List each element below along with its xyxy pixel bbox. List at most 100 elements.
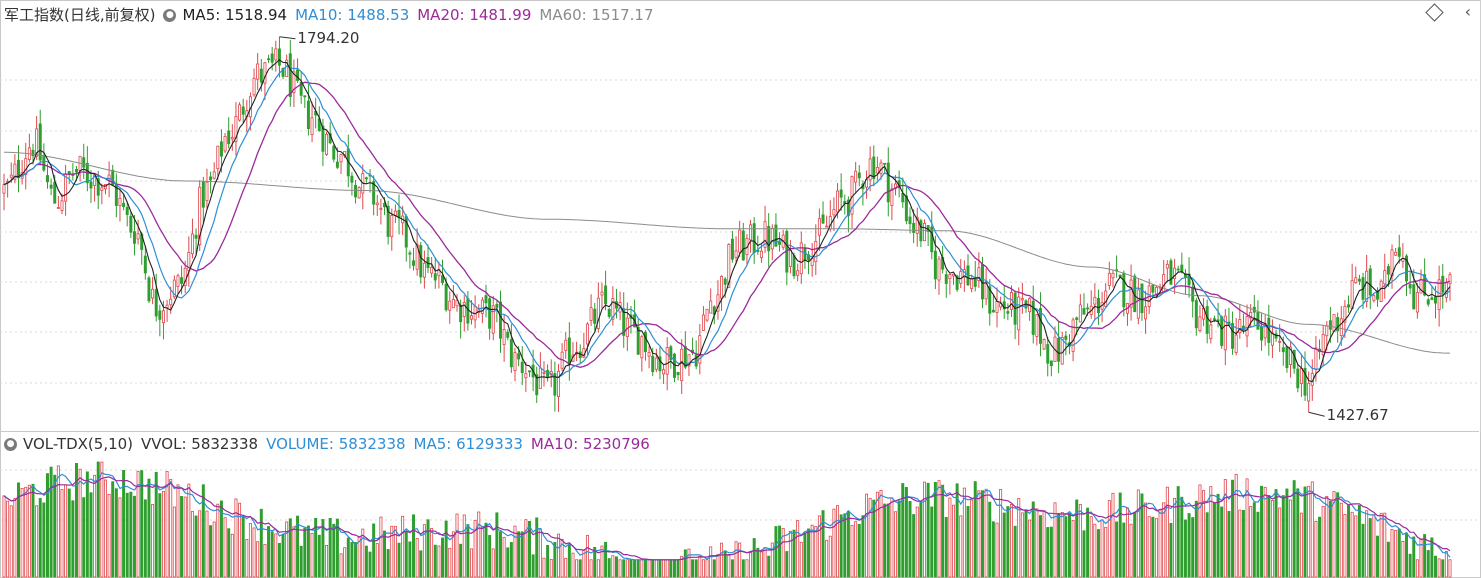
volume-bar xyxy=(981,490,984,578)
volume-bar xyxy=(176,484,180,578)
candle-down xyxy=(774,224,778,247)
chevron-left-icon[interactable]: ‹ xyxy=(1464,2,1471,21)
candle-down xyxy=(364,177,368,180)
candle-up xyxy=(1071,319,1075,352)
volume-bar xyxy=(1144,502,1148,578)
volume-bar xyxy=(1386,541,1390,578)
volume-bar xyxy=(1158,509,1162,578)
candle-down xyxy=(335,161,339,168)
volume-bar xyxy=(53,474,57,578)
candle-down xyxy=(1386,266,1390,275)
candle-up xyxy=(1165,264,1169,269)
candle-up xyxy=(524,373,528,379)
candle-down xyxy=(955,275,959,290)
volume-bar xyxy=(1038,515,1042,578)
candle-up xyxy=(56,207,60,209)
vol-ma10-label: MA10: 5230796 xyxy=(530,435,650,453)
candle-up xyxy=(151,288,155,299)
volume-bar xyxy=(1278,507,1282,578)
candle-up xyxy=(415,244,419,270)
volume-bar xyxy=(339,553,343,578)
candle-up xyxy=(1035,314,1039,337)
volume-bar xyxy=(74,463,78,578)
volume-bar xyxy=(1089,516,1093,578)
candle-down xyxy=(792,255,796,277)
candle-down xyxy=(607,308,611,317)
candle-up xyxy=(1154,286,1158,295)
volume-bar xyxy=(499,531,502,578)
candle-up xyxy=(190,233,194,255)
volume-bar xyxy=(694,559,698,578)
candle-down xyxy=(1426,299,1430,305)
candle-up xyxy=(100,187,104,191)
candle-down xyxy=(857,172,861,179)
candle-down xyxy=(53,181,57,204)
volume-bar xyxy=(1020,512,1024,578)
candle-down xyxy=(419,245,423,278)
candle-down xyxy=(321,125,325,152)
volume-bar xyxy=(1270,500,1274,578)
candle-up xyxy=(325,133,329,155)
volume-bar xyxy=(1234,473,1238,578)
volume-bar xyxy=(571,552,575,578)
candle-up xyxy=(1234,334,1238,353)
volume-bar xyxy=(1002,512,1006,578)
pane-divider[interactable] xyxy=(0,431,1479,432)
settings-icon[interactable]: ● xyxy=(163,8,177,22)
candle-down xyxy=(267,58,271,61)
candle-down xyxy=(672,353,676,378)
candle-down xyxy=(803,248,807,261)
volume-bar xyxy=(1444,551,1448,578)
candle-up xyxy=(252,77,256,96)
volume-bar xyxy=(379,516,383,578)
candle-down xyxy=(1212,318,1216,321)
candle-up xyxy=(680,348,684,382)
volume-bar xyxy=(114,488,118,578)
candle-down xyxy=(1086,307,1090,310)
candle-up xyxy=(1136,289,1140,319)
volume-bar xyxy=(669,559,673,578)
volume-bar xyxy=(245,539,249,578)
volume-bar xyxy=(267,526,271,578)
candle-up xyxy=(1354,277,1358,284)
volume-bar xyxy=(56,465,60,578)
volume-bar xyxy=(705,559,709,578)
volume-bar xyxy=(1437,558,1441,578)
volume-bar xyxy=(393,525,397,578)
candle-up xyxy=(1289,346,1293,365)
candle-up xyxy=(1104,290,1108,307)
volume-bar xyxy=(31,483,35,578)
candle-up xyxy=(698,335,702,364)
candle-up xyxy=(375,202,379,206)
volume-bar xyxy=(412,514,416,578)
volume-bar xyxy=(1180,496,1184,578)
candle-down xyxy=(82,157,86,168)
volume-bar xyxy=(1285,488,1289,578)
candle-down xyxy=(807,254,811,260)
candle-down xyxy=(553,373,557,396)
candle-up xyxy=(64,173,68,202)
volume-bar xyxy=(408,541,412,578)
volume-bar xyxy=(970,499,974,578)
candle-up xyxy=(999,303,1003,308)
candle-up xyxy=(923,222,926,242)
volume-bar xyxy=(343,547,347,578)
candle-up xyxy=(705,308,709,321)
candle-up xyxy=(60,200,64,211)
candle-up xyxy=(451,299,455,309)
candle-down xyxy=(908,216,912,225)
candle-down xyxy=(147,277,151,302)
volume-bar xyxy=(368,551,372,578)
candle-up xyxy=(1383,270,1387,285)
volume-bar xyxy=(1339,502,1343,578)
volume-bar xyxy=(988,501,992,578)
volume-settings-icon[interactable]: ● xyxy=(4,437,17,451)
volume-bar xyxy=(564,557,568,578)
candle-up xyxy=(1365,270,1369,302)
candle-up xyxy=(13,163,17,180)
candle-up xyxy=(1343,305,1347,323)
candle-down xyxy=(973,276,977,287)
candle-up xyxy=(984,281,988,300)
candle-down xyxy=(912,223,916,233)
